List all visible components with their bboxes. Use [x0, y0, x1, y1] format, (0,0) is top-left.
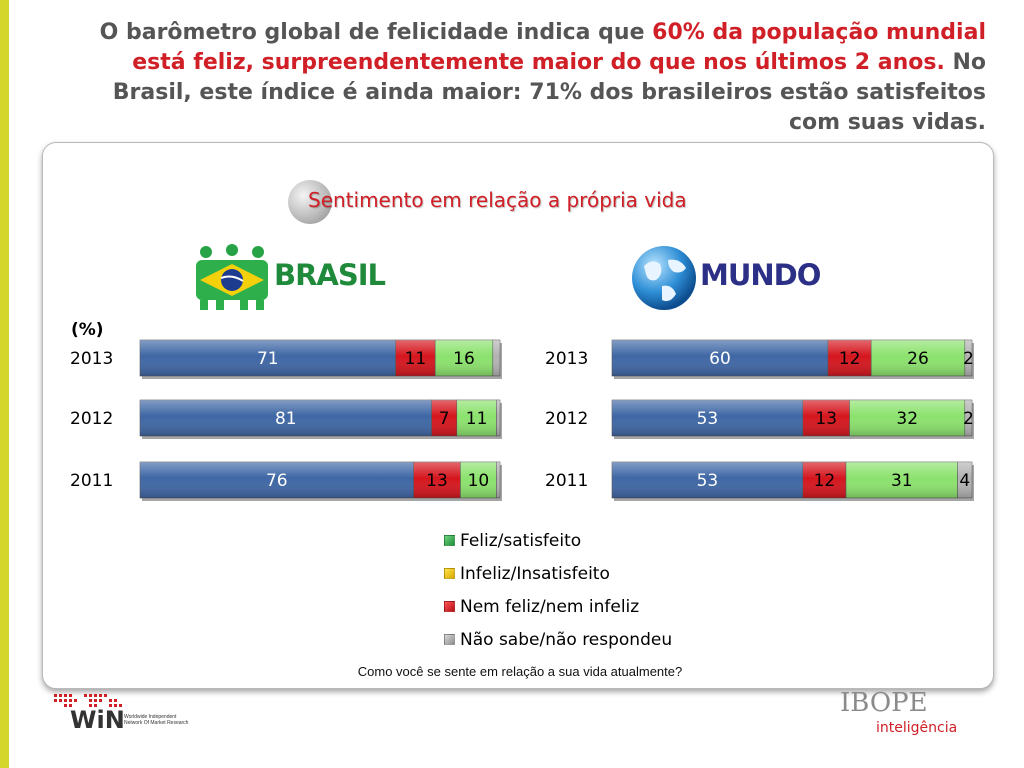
data-label-mundo-2013-s0: 60 — [709, 349, 731, 369]
bar-gloss-mundo-2012-s0 — [612, 400, 803, 436]
bar-gloss-brasil-2013-s2 — [435, 340, 493, 376]
bar-gloss-brasil-2012-s0 — [140, 400, 432, 436]
bar-gloss-brasil-2011-s3 — [496, 462, 500, 498]
chart-legend: Feliz/satisfeito Infeliz/Insatisfeito Ne… — [444, 524, 672, 656]
globe-icon — [632, 246, 696, 310]
legend-item-nem: Nem feliz/nem infeliz — [444, 590, 672, 623]
brasil-logo: BRASIL — [192, 244, 386, 312]
bar-gloss-brasil-2011-s1 — [413, 462, 461, 498]
win-logo-small-text: Worldwide Independent Network Of Market … — [124, 714, 189, 726]
data-label-brasil-2011-s1: 13 — [426, 471, 448, 491]
win-dotted-map-icon — [54, 694, 122, 707]
bar-gloss-mundo-2011-s2 — [846, 462, 958, 498]
bar-gloss-brasil-2012-s1 — [431, 400, 457, 436]
data-label-mundo-2011-s0: 53 — [697, 471, 719, 491]
legend-swatch-infeliz — [444, 568, 455, 579]
win-logo-main-text: WiN — [70, 706, 125, 734]
category-label-brasil-2011: 2011 — [70, 471, 113, 491]
legend-label-feliz: Feliz/satisfeito — [460, 530, 582, 551]
bar-gloss-brasil-2011-s2 — [460, 462, 497, 498]
legend-swatch-nem — [444, 601, 455, 612]
bar-gloss-mundo-2012-s1 — [802, 400, 850, 436]
data-label-brasil-2012-s1: 7 — [439, 409, 450, 429]
headline-part1: O barômetro global de felicidade indica … — [99, 20, 653, 45]
data-label-mundo-2012-s0: 53 — [697, 409, 719, 429]
bar-gloss-mundo-2013-s1 — [828, 340, 872, 376]
data-label-brasil-2013-s0: 71 — [257, 349, 279, 369]
bar-gloss-brasil-2012-s2 — [456, 400, 497, 436]
bar-gloss-mundo-2012-s2 — [849, 400, 965, 436]
data-label-brasil-2013-s1: 11 — [405, 349, 427, 369]
legend-label-nao-sabe: Não sabe/não respondeu — [460, 629, 673, 650]
bar-gloss-mundo-2013-s0 — [612, 340, 828, 376]
legend-item-nao-sabe: Não sabe/não respondeu — [444, 623, 672, 656]
survey-question: Como você se sente em relação a sua vida… — [357, 664, 683, 679]
bar-gloss-brasil-2011-s0 — [140, 462, 414, 498]
category-label-mundo-2012: 2012 — [545, 409, 588, 429]
mundo-logo: MUNDO — [628, 244, 821, 312]
legend-item-infeliz: Infeliz/Insatisfeito — [444, 557, 672, 590]
bar-gloss-brasil-2012-s3 — [496, 400, 500, 436]
bar-gloss-brasil-2013-s3 — [492, 340, 500, 376]
win-logo: WiN Worldwide Independent Network Of Mar… — [52, 688, 202, 740]
chart-title: Sentimento em relação a própria vida — [308, 188, 687, 212]
bar-gloss-mundo-2011-s1 — [802, 462, 846, 498]
legend-label-infeliz: Infeliz/Insatisfeito — [460, 563, 610, 584]
legend-label-nem: Nem feliz/nem infeliz — [460, 596, 640, 617]
brasil-logo-text: BRASIL — [274, 258, 386, 292]
data-label-mundo-2011-s3: 4 — [959, 471, 970, 491]
data-label-mundo-2012-s2: 32 — [896, 409, 918, 429]
sphere-bullet-icon — [288, 180, 332, 224]
bar-gloss-brasil-2013-s0 — [140, 340, 396, 376]
data-label-brasil-2011-s0: 76 — [266, 471, 288, 491]
headline-highlight: 60% da população mundial está feliz, sur… — [132, 20, 986, 75]
brasil-people-flag-icon — [196, 244, 268, 310]
data-label-brasil-2012-s2: 11 — [466, 409, 488, 429]
category-label-brasil-2012: 2012 — [70, 409, 113, 429]
side-accent-strip — [0, 0, 9, 768]
data-label-mundo-2012-s3: 2 — [963, 409, 974, 429]
mundo-logo-text: MUNDO — [700, 258, 821, 292]
data-label-mundo-2012-s1: 13 — [815, 409, 837, 429]
legend-swatch-feliz — [444, 535, 455, 546]
data-label-mundo-2011-s1: 12 — [814, 471, 836, 491]
data-label-brasil-2011-s2: 10 — [468, 471, 490, 491]
headline-part2: No Brasil, este índice é ainda maior: 71… — [112, 50, 986, 135]
bar-gloss-mundo-2013-s3 — [964, 340, 972, 376]
bar-gloss-mundo-2011-s0 — [612, 462, 803, 498]
category-label-mundo-2011: 2011 — [545, 471, 588, 491]
data-label-mundo-2013-s3: 2 — [963, 349, 974, 369]
data-label-mundo-2011-s2: 31 — [891, 471, 913, 491]
legend-swatch-nao-sabe — [444, 634, 455, 645]
bar-gloss-mundo-2012-s3 — [964, 400, 972, 436]
bar-gloss-brasil-2013-s1 — [395, 340, 436, 376]
ibope-logo-main: IBOPE — [840, 688, 928, 718]
data-label-brasil-2013-s2: 16 — [453, 349, 475, 369]
category-label-mundo-2013: 2013 — [545, 349, 588, 369]
ibope-logo-sub: inteligência — [876, 720, 958, 736]
bar-gloss-mundo-2013-s2 — [871, 340, 965, 376]
unit-label: (%) — [71, 320, 104, 340]
category-label-brasil-2013: 2013 — [70, 349, 113, 369]
bar-gloss-mundo-2011-s3 — [957, 462, 972, 498]
data-label-mundo-2013-s2: 26 — [907, 349, 929, 369]
ibope-logo: IBOPE inteligência — [840, 688, 980, 740]
data-label-brasil-2012-s0: 81 — [275, 409, 297, 429]
legend-item-feliz: Feliz/satisfeito — [444, 524, 672, 557]
headline: O barômetro global de felicidade indica … — [66, 18, 986, 138]
data-label-mundo-2013-s1: 12 — [839, 349, 861, 369]
